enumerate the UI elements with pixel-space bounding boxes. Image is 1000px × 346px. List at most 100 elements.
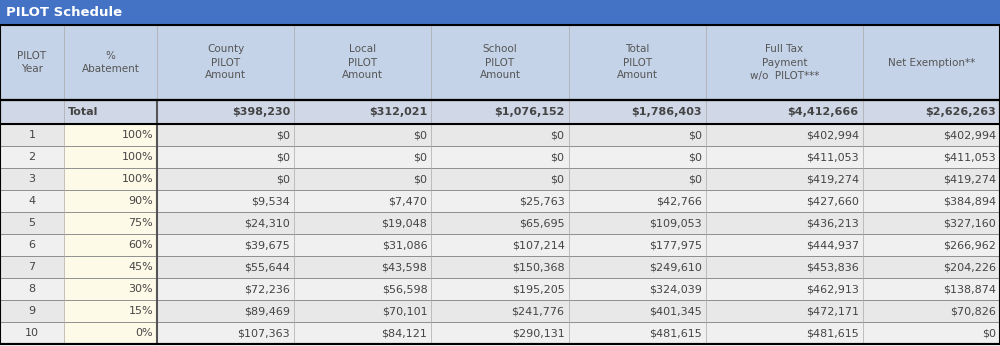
Text: $89,469: $89,469 bbox=[244, 306, 290, 316]
Text: $384,894: $384,894 bbox=[943, 196, 996, 206]
Text: $0: $0 bbox=[982, 328, 996, 338]
Text: $43,598: $43,598 bbox=[382, 262, 427, 272]
Text: $0: $0 bbox=[413, 174, 427, 184]
Bar bbox=[64, 168, 157, 190]
Text: 9: 9 bbox=[28, 306, 36, 316]
Text: $150,368: $150,368 bbox=[512, 262, 565, 272]
Text: $0: $0 bbox=[276, 174, 290, 184]
Text: Local: Local bbox=[349, 45, 376, 55]
Text: Total: Total bbox=[68, 107, 98, 117]
Text: 5: 5 bbox=[28, 218, 35, 228]
Text: $0: $0 bbox=[551, 152, 565, 162]
Text: 45%: 45% bbox=[128, 262, 153, 272]
Text: 10: 10 bbox=[25, 328, 39, 338]
Bar bbox=[0, 322, 1000, 344]
Text: Abatement: Abatement bbox=[82, 64, 139, 74]
Text: PILOT: PILOT bbox=[348, 57, 377, 67]
Text: 0%: 0% bbox=[135, 328, 153, 338]
Text: $1,076,152: $1,076,152 bbox=[494, 107, 565, 117]
Text: Total: Total bbox=[625, 45, 649, 55]
Bar bbox=[0, 212, 1000, 234]
Text: $401,345: $401,345 bbox=[649, 306, 702, 316]
Bar bbox=[0, 146, 1000, 168]
Text: $241,776: $241,776 bbox=[512, 306, 565, 316]
Bar bbox=[64, 124, 157, 146]
Text: $107,214: $107,214 bbox=[512, 240, 565, 250]
Bar bbox=[64, 278, 157, 300]
Text: w/o  PILOT***: w/o PILOT*** bbox=[750, 71, 819, 81]
Bar bbox=[64, 322, 157, 344]
Text: Payment: Payment bbox=[762, 57, 807, 67]
Text: $312,021: $312,021 bbox=[369, 107, 427, 117]
Bar bbox=[0, 146, 1000, 168]
Text: School: School bbox=[483, 45, 517, 55]
Text: 30%: 30% bbox=[128, 284, 153, 294]
Text: $436,213: $436,213 bbox=[806, 218, 859, 228]
Text: $72,236: $72,236 bbox=[244, 284, 290, 294]
Text: Amount: Amount bbox=[617, 71, 658, 81]
Bar bbox=[0, 190, 1000, 212]
Text: $70,101: $70,101 bbox=[382, 306, 427, 316]
Bar bbox=[64, 190, 157, 212]
Text: PILOT Schedule: PILOT Schedule bbox=[6, 6, 122, 19]
Bar bbox=[0, 234, 1000, 256]
Text: PILOT: PILOT bbox=[485, 57, 515, 67]
Bar bbox=[0, 256, 1000, 278]
Bar bbox=[0, 278, 1000, 300]
Text: $56,598: $56,598 bbox=[382, 284, 427, 294]
Text: 3: 3 bbox=[28, 174, 35, 184]
Text: $327,160: $327,160 bbox=[943, 218, 996, 228]
Bar bbox=[0, 300, 1000, 322]
Text: 75%: 75% bbox=[128, 218, 153, 228]
Bar bbox=[0, 100, 1000, 124]
Bar bbox=[0, 25, 1000, 100]
Text: 6: 6 bbox=[28, 240, 35, 250]
Text: 100%: 100% bbox=[121, 130, 153, 140]
Text: $402,994: $402,994 bbox=[806, 130, 859, 140]
Text: $0: $0 bbox=[551, 174, 565, 184]
Text: PILOT: PILOT bbox=[17, 51, 47, 61]
Text: $204,226: $204,226 bbox=[943, 262, 996, 272]
Bar bbox=[0, 278, 1000, 300]
Text: $419,274: $419,274 bbox=[806, 174, 859, 184]
Text: $177,975: $177,975 bbox=[649, 240, 702, 250]
Bar bbox=[0, 25, 1000, 100]
Text: $0: $0 bbox=[688, 174, 702, 184]
Text: 2: 2 bbox=[28, 152, 36, 162]
Bar bbox=[0, 300, 1000, 322]
Bar bbox=[0, 234, 1000, 256]
Text: $481,615: $481,615 bbox=[649, 328, 702, 338]
Bar bbox=[0, 168, 1000, 190]
Text: $39,675: $39,675 bbox=[244, 240, 290, 250]
Text: 100%: 100% bbox=[121, 152, 153, 162]
Text: 7: 7 bbox=[28, 262, 36, 272]
Text: Net Exemption**: Net Exemption** bbox=[888, 57, 975, 67]
Bar bbox=[0, 124, 1000, 146]
Bar bbox=[64, 212, 157, 234]
Bar bbox=[64, 256, 157, 278]
Text: Full Tax: Full Tax bbox=[765, 45, 803, 55]
Text: $0: $0 bbox=[688, 130, 702, 140]
Bar bbox=[0, 100, 1000, 124]
Text: $0: $0 bbox=[551, 130, 565, 140]
Text: $24,310: $24,310 bbox=[244, 218, 290, 228]
Text: 1: 1 bbox=[28, 130, 35, 140]
Bar bbox=[0, 256, 1000, 278]
Text: $398,230: $398,230 bbox=[232, 107, 290, 117]
Text: $0: $0 bbox=[688, 152, 702, 162]
Text: $481,615: $481,615 bbox=[806, 328, 859, 338]
Text: Amount: Amount bbox=[342, 71, 383, 81]
Text: $107,363: $107,363 bbox=[238, 328, 290, 338]
Text: $402,994: $402,994 bbox=[943, 130, 996, 140]
Bar bbox=[0, 212, 1000, 234]
Text: 8: 8 bbox=[28, 284, 36, 294]
Text: PILOT: PILOT bbox=[211, 57, 240, 67]
Bar bbox=[0, 168, 1000, 190]
Text: $2,626,263: $2,626,263 bbox=[925, 107, 996, 117]
Bar bbox=[64, 146, 157, 168]
Text: $427,660: $427,660 bbox=[806, 196, 859, 206]
Text: $84,121: $84,121 bbox=[382, 328, 427, 338]
Text: Amount: Amount bbox=[480, 71, 520, 81]
Text: PILOT: PILOT bbox=[623, 57, 652, 67]
Text: $0: $0 bbox=[413, 130, 427, 140]
